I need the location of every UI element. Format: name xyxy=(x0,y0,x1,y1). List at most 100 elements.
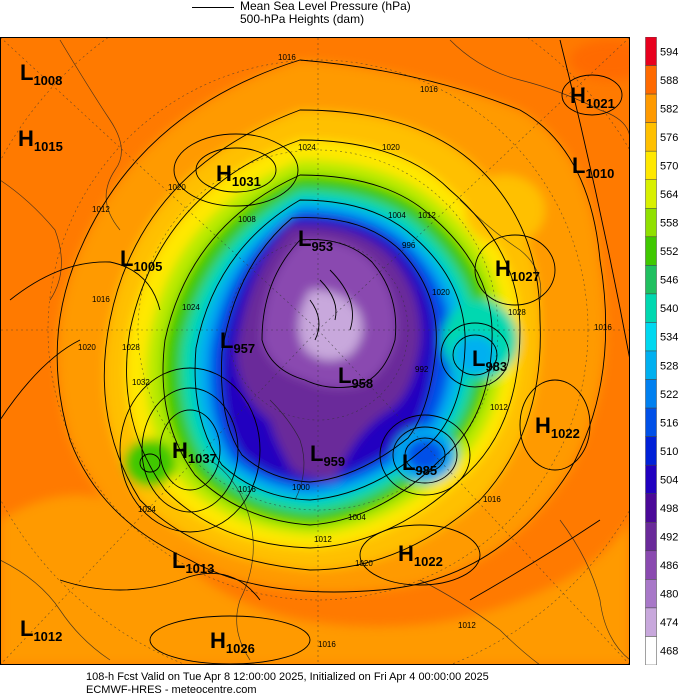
isobar-label-18: 992 xyxy=(415,365,429,374)
colorbar-swatch-13 xyxy=(645,407,657,437)
colorbar-swatch-6 xyxy=(645,208,657,238)
colorbar-swatch-8 xyxy=(645,265,657,295)
isobars xyxy=(0,39,630,665)
pressure-center-l-4: L953 xyxy=(298,226,333,254)
isobar-label-21: 1000 xyxy=(292,483,310,492)
isobar-label-17: 1032 xyxy=(132,378,150,387)
isobar-label-0: 1016 xyxy=(278,53,296,62)
pressure-center-h-15: H1022 xyxy=(398,541,443,569)
colorbar-swatch-20 xyxy=(645,607,657,637)
isobar-label-14: 1020 xyxy=(432,288,450,297)
isobar-label-24: 1024 xyxy=(138,505,156,514)
weather-map: 1016 1016 1024 1020 1020 1012 1008 1004 1012 996 1… xyxy=(0,37,630,665)
colorbar-tick-504: 504 xyxy=(660,474,678,486)
colorbar-tick-468: 468 xyxy=(660,646,678,658)
colorbar-swatch-3 xyxy=(645,122,657,152)
colorbar-swatch-10 xyxy=(645,322,657,352)
colorbar-tick-558: 558 xyxy=(660,218,678,230)
pressure-center-h-1: H1015 xyxy=(18,126,63,154)
colorbar-tick-510: 510 xyxy=(660,446,678,458)
colorbar-tick-552: 552 xyxy=(660,246,678,258)
colorbar-tick-528: 528 xyxy=(660,360,678,372)
colorbar-tick-492: 492 xyxy=(660,532,678,544)
colorbar-swatch-18 xyxy=(645,550,657,580)
isobar-label-13: 1028 xyxy=(122,343,140,352)
colorbar-tick-564: 564 xyxy=(660,189,678,201)
colorbar-swatch-19 xyxy=(645,579,657,609)
pressure-center-h-8: H1037 xyxy=(172,438,217,466)
colorbar-swatch-21 xyxy=(645,636,657,665)
colorbar-tick-522: 522 xyxy=(660,389,678,401)
colorbar-tick-588: 588 xyxy=(660,75,678,87)
colorbar-tick-540: 540 xyxy=(660,303,678,315)
colorbar-tick-582: 582 xyxy=(660,103,678,115)
pressure-center-l-0: L1008 xyxy=(20,60,62,88)
colorbar-swatch-11 xyxy=(645,350,657,380)
isobar-label-1: 1016 xyxy=(420,85,438,94)
footer-valid-time: 108-h Fcst Valid on Tue Apr 8 12:00:00 2… xyxy=(86,671,489,683)
colorbar-swatch-7 xyxy=(645,236,657,266)
isobar-label-27: 1016 xyxy=(318,640,336,649)
pressure-center-h-11: H1021 xyxy=(570,83,615,111)
pressure-center-h-18: H1026 xyxy=(210,628,255,656)
colorbar-tick-498: 498 xyxy=(660,503,678,515)
colorbar-tick-486: 486 xyxy=(660,560,678,572)
colorbar-swatch-9 xyxy=(645,293,657,323)
pressure-center-l-5: L957 xyxy=(220,328,255,356)
pressure-center-l-16: L1013 xyxy=(172,548,214,576)
isobar-label-8: 1012 xyxy=(418,211,436,220)
colorbar-tick-594: 594 xyxy=(660,46,678,58)
colorbar-swatch-5 xyxy=(645,179,657,209)
colorbar-tick-516: 516 xyxy=(660,417,678,429)
isobar-label-12: 1020 xyxy=(78,343,96,352)
pressure-center-l-12: L1010 xyxy=(572,153,614,181)
isobar-label-11: 1024 xyxy=(182,303,200,312)
isobar-label-10: 1016 xyxy=(92,295,110,304)
isobar-label-4: 1020 xyxy=(168,183,186,192)
colorbar-tick-570: 570 xyxy=(660,160,678,172)
pressure-center-h-2: H1031 xyxy=(216,161,261,189)
colorbar-tick-474: 474 xyxy=(660,617,678,629)
pressure-center-l-6: L958 xyxy=(338,363,373,391)
colorbar-swatch-17 xyxy=(645,522,657,552)
isobar-label-23: 1016 xyxy=(483,495,501,504)
isobar-labels: 1016 1016 1024 1020 1020 1012 1008 1004 1012 996 1… xyxy=(78,53,612,649)
pressure-center-l-10: L985 xyxy=(402,450,437,478)
pressure-center-h-14: H1022 xyxy=(535,413,580,441)
footer-source: ECMWF-HRES - meteocentre.com xyxy=(86,684,257,696)
height-colorbar: 594 588 582 576 570 564 558 552 546 540 534 528 522 5… xyxy=(645,37,678,665)
pressure-center-l-3: L1005 xyxy=(120,246,162,274)
isobar-label-6: 1008 xyxy=(238,215,256,224)
colorbar-swatch-4 xyxy=(645,150,657,180)
height-field xyxy=(0,37,630,665)
isobar-label-2: 1024 xyxy=(298,143,316,152)
title-line-2: 500-hPa Heights (dam) xyxy=(240,12,365,26)
isobar-label-3: 1020 xyxy=(382,143,400,152)
pressure-centers: L1008 H1015 H1031 L1005 L953 L957 L958 L983 H103… xyxy=(18,60,615,656)
pressure-center-l-7: L983 xyxy=(472,346,507,374)
colorbar-swatch-12 xyxy=(645,379,657,409)
isobar-label-9: 996 xyxy=(402,241,416,250)
isobar-label-16: 1016 xyxy=(594,323,612,332)
colorbar-tick-576: 576 xyxy=(660,132,678,144)
colorbar-swatch-15 xyxy=(645,464,657,494)
coastlines xyxy=(0,39,630,665)
isobar-label-22: 1004 xyxy=(348,513,366,522)
isobar-label-28: 1012 xyxy=(458,621,476,630)
isobar-label-5: 1012 xyxy=(92,205,110,214)
isobar-label-15: 1028 xyxy=(508,308,526,317)
mslp-legend-line xyxy=(192,7,234,8)
pressure-center-l-9: L959 xyxy=(310,441,345,469)
colorbar-tick-546: 546 xyxy=(660,275,678,287)
colorbar-swatch-1 xyxy=(645,65,657,95)
colorbar-swatch-14 xyxy=(645,436,657,466)
isobar-label-20: 1016 xyxy=(238,485,256,494)
isobar-label-25: 1012 xyxy=(314,535,332,544)
pressure-center-l-17: L1012 xyxy=(20,616,62,644)
isobar-label-19: 1012 xyxy=(490,403,508,412)
isobar-label-7: 1004 xyxy=(388,211,406,220)
colorbar-swatch-2 xyxy=(645,93,657,123)
title-line-1: Mean Sea Level Pressure (hPa) xyxy=(240,0,411,13)
colorbar-swatch-16 xyxy=(645,493,657,523)
colorbar-swatch-0 xyxy=(645,37,657,66)
